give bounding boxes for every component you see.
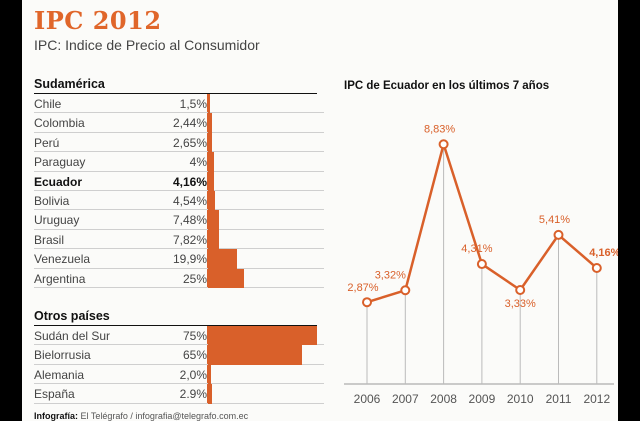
table-row: Alemania 2,0% [34,364,324,385]
value-bar [208,364,211,385]
table-row: Uruguay 7,48% [34,210,324,230]
data-point [515,285,526,296]
credit-line: Infografía: El Telégrafo / infografia@te… [34,411,248,421]
infographic-panel: IPC 2012 IPC: Indice de Precio al Consum… [22,0,618,421]
country-value: 65% [182,348,207,363]
data-label: 2,87% [347,282,378,294]
value-bar [208,384,213,404]
value-bar [208,94,211,114]
country-value: 2.9% [179,387,207,402]
data-label: 4,31% [461,243,492,255]
value-bar [208,210,219,230]
value-bar [208,268,245,288]
table-row: Argentina 25% [34,268,324,288]
value-bar [208,152,214,172]
data-point [476,259,487,270]
country-value: 75% [182,329,207,343]
table-row: Sudán del Sur 75% [34,326,324,346]
value-bar [208,229,220,250]
sudamerica-table: Chile 1,5% Colombia 2,44% Perú 2,65% Paraguay 4… [34,94,324,288]
country-value: 2,0% [179,367,207,382]
x-tick-label: 2012 [583,392,610,406]
country-name: Argentina [34,271,86,286]
x-tick-label: 2009 [469,392,496,406]
country-value: 19,9% [172,252,207,267]
credit-label: Infografía: [34,411,78,421]
country-value: 4,16% [172,174,207,189]
country-value: 4,54% [172,193,207,208]
value-bar [208,326,317,346]
line-chart: 2,87% 2006 3,32% 2007 8,83% 2008 4,31% 2009 3,33… [344,123,618,406]
value-bar [208,132,212,153]
table-row: España 2.9% [34,384,324,404]
x-tick-label: 2011 [546,392,572,406]
chart-title: IPC de Ecuador en los últimos 7 años [344,80,550,92]
country-name: Colombia [34,116,85,131]
data-point [438,139,449,150]
data-label: 8,83% [424,123,455,135]
data-point [362,297,372,308]
country-value: 25% [182,271,207,286]
country-name: Perú [34,135,60,150]
x-tick-label: 2010 [507,392,534,406]
country-value: 7,82% [172,232,207,247]
table-row: Bielorrusia 65% [34,345,324,365]
table-row: Chile 1,5% [34,94,324,114]
data-label: 5,41% [539,214,570,226]
page-title: IPC 2012 [34,6,162,35]
data-label: 4,16% [589,247,618,259]
x-tick-label: 2007 [392,392,419,406]
data-label: 3,33% [505,298,536,310]
country-value: 2,65% [172,135,207,150]
section-heading-sudamerica: Sudamérica [34,76,317,94]
country-name: Alemania [34,367,85,382]
table-row: Paraguay 4% [34,152,324,172]
value-bar [208,190,215,211]
value-bar [208,171,215,191]
page-subtitle: IPC: Indice de Precio al Consumidor [34,37,260,53]
country-name: Paraguay [34,155,86,170]
country-name: España [34,387,75,402]
data-point [400,285,411,296]
country-name: Venezuela [34,252,91,267]
section-heading-otros: Otros países [34,308,317,326]
country-name: Brasil [34,232,65,247]
x-tick-label: 2006 [354,392,381,406]
country-name: Chile [34,97,62,111]
table-row: Perú 2,65% [34,132,324,153]
data-point [591,263,602,274]
country-name: Uruguay [34,213,80,228]
country-name: Bielorrusia [34,348,91,363]
country-value: 2,44% [172,116,207,131]
table-row: Bolivia 4,54% [34,190,324,211]
value-bar [208,249,237,269]
country-name: Bolivia [34,193,70,208]
x-tick-label: 2008 [430,392,457,406]
table-row: Venezuela 19,9% [34,249,324,269]
table-row: Brasil 7,82% [34,229,324,250]
otros-table: Sudán del Sur 75% Bielorrusia 65% Alemania 2,… [34,326,324,404]
country-value: 7,48% [172,213,207,228]
country-value: 1,5% [179,97,207,111]
table-row: Ecuador 4,16% [34,171,324,191]
table-row: Colombia 2,44% [34,113,324,133]
country-name: Sudán del Sur [34,329,111,343]
data-point [553,229,564,240]
value-bar [208,345,303,365]
country-value: 4% [189,155,207,170]
country-name: Ecuador [34,174,83,189]
credit-text: El Telégrafo / infografia@telegrafo.com.… [80,411,249,421]
value-bar [208,113,212,133]
data-label: 3,32% [375,269,406,281]
